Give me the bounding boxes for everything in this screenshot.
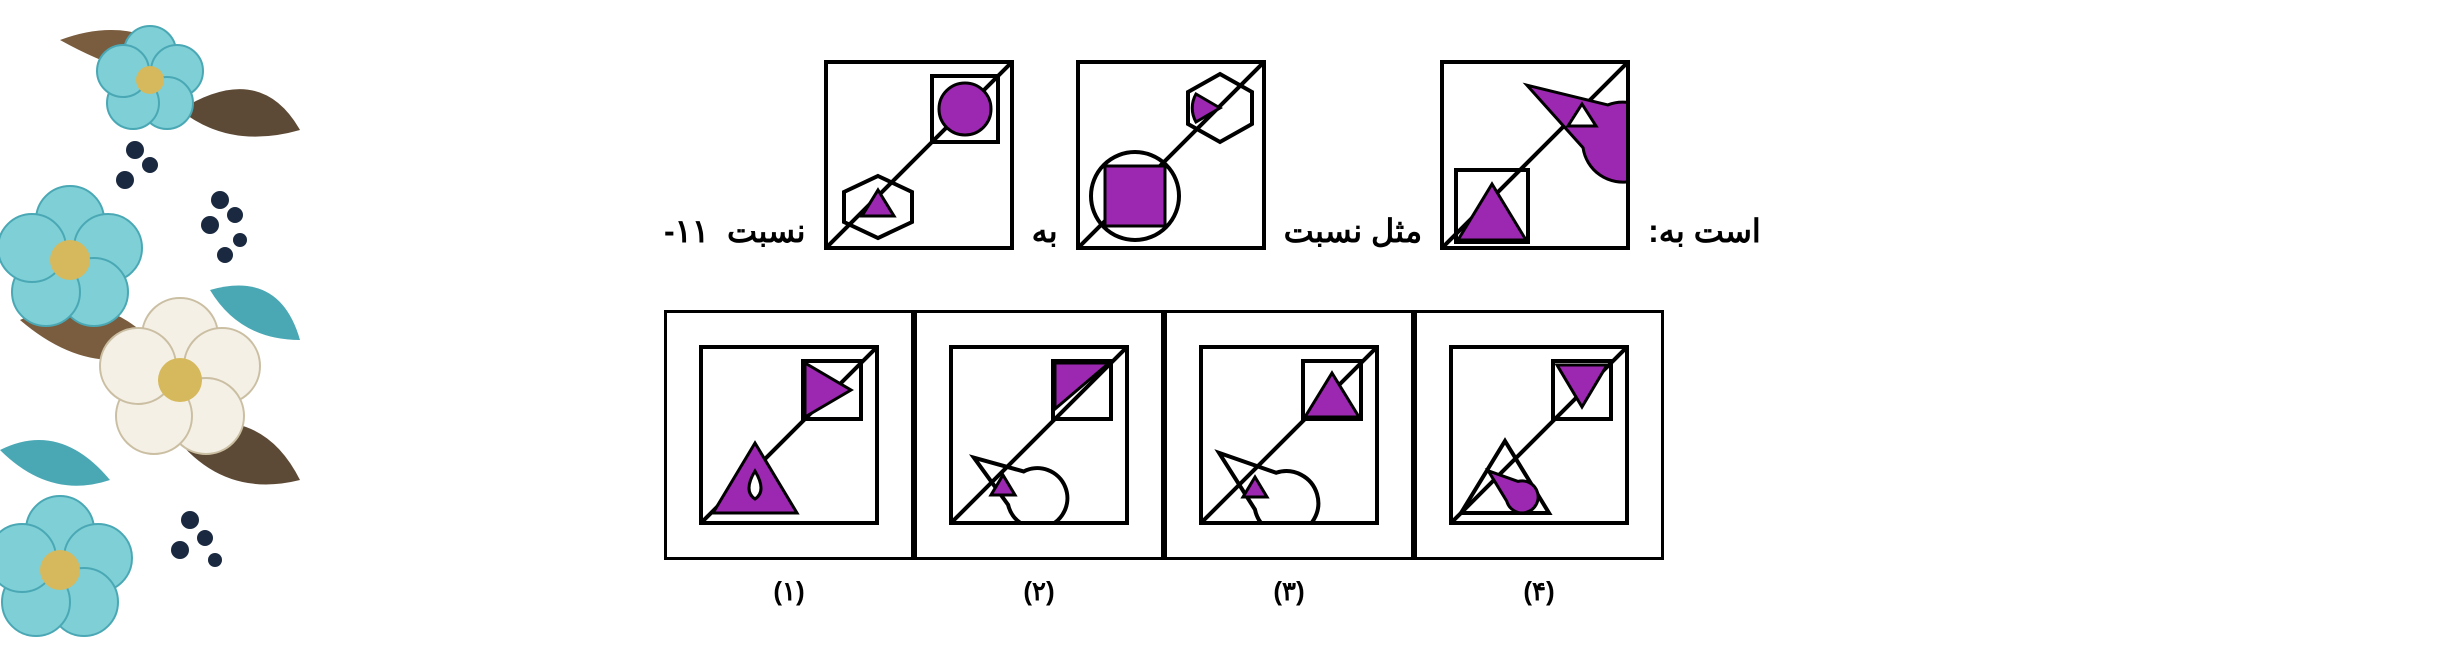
option-1-outer [664, 310, 914, 560]
option-3-outer [1164, 310, 1414, 560]
option-4-label: (۴) [1523, 576, 1554, 607]
analogy-box-a [824, 60, 1014, 250]
word-nesbat: نسبت [727, 212, 806, 250]
option-2[interactable]: (۲) [914, 310, 1164, 607]
option-1[interactable]: (۱) [664, 310, 914, 607]
analogy-box-b [1076, 60, 1266, 250]
option-2-label: (۲) [1023, 576, 1054, 607]
option-1-box [699, 345, 879, 525]
option-4-box [1449, 345, 1629, 525]
quiz-content: ۱۱- نسبت به [664, 60, 2424, 607]
word-be: به [1032, 212, 1058, 250]
option-3-box [1199, 345, 1379, 525]
question-row: ۱۱- نسبت به [664, 60, 2424, 250]
option-2-box [949, 345, 1129, 525]
word-ast-be: است به: [1648, 212, 1761, 250]
option-3-label: (۳) [1273, 576, 1304, 607]
option-3[interactable]: (۳) [1164, 310, 1414, 607]
options-row: (۱) (۲) [664, 310, 2024, 607]
question-number: ۱۱- [664, 212, 709, 250]
floral-decoration [0, 0, 320, 647]
option-1-label: (۱) [773, 576, 804, 607]
option-4-outer [1414, 310, 1664, 560]
word-mesle-nesbat: مثل نسبت [1284, 212, 1422, 250]
option-2-outer [914, 310, 1164, 560]
analogy-box-c [1440, 60, 1630, 250]
option-4[interactable]: (۴) [1414, 310, 1664, 607]
